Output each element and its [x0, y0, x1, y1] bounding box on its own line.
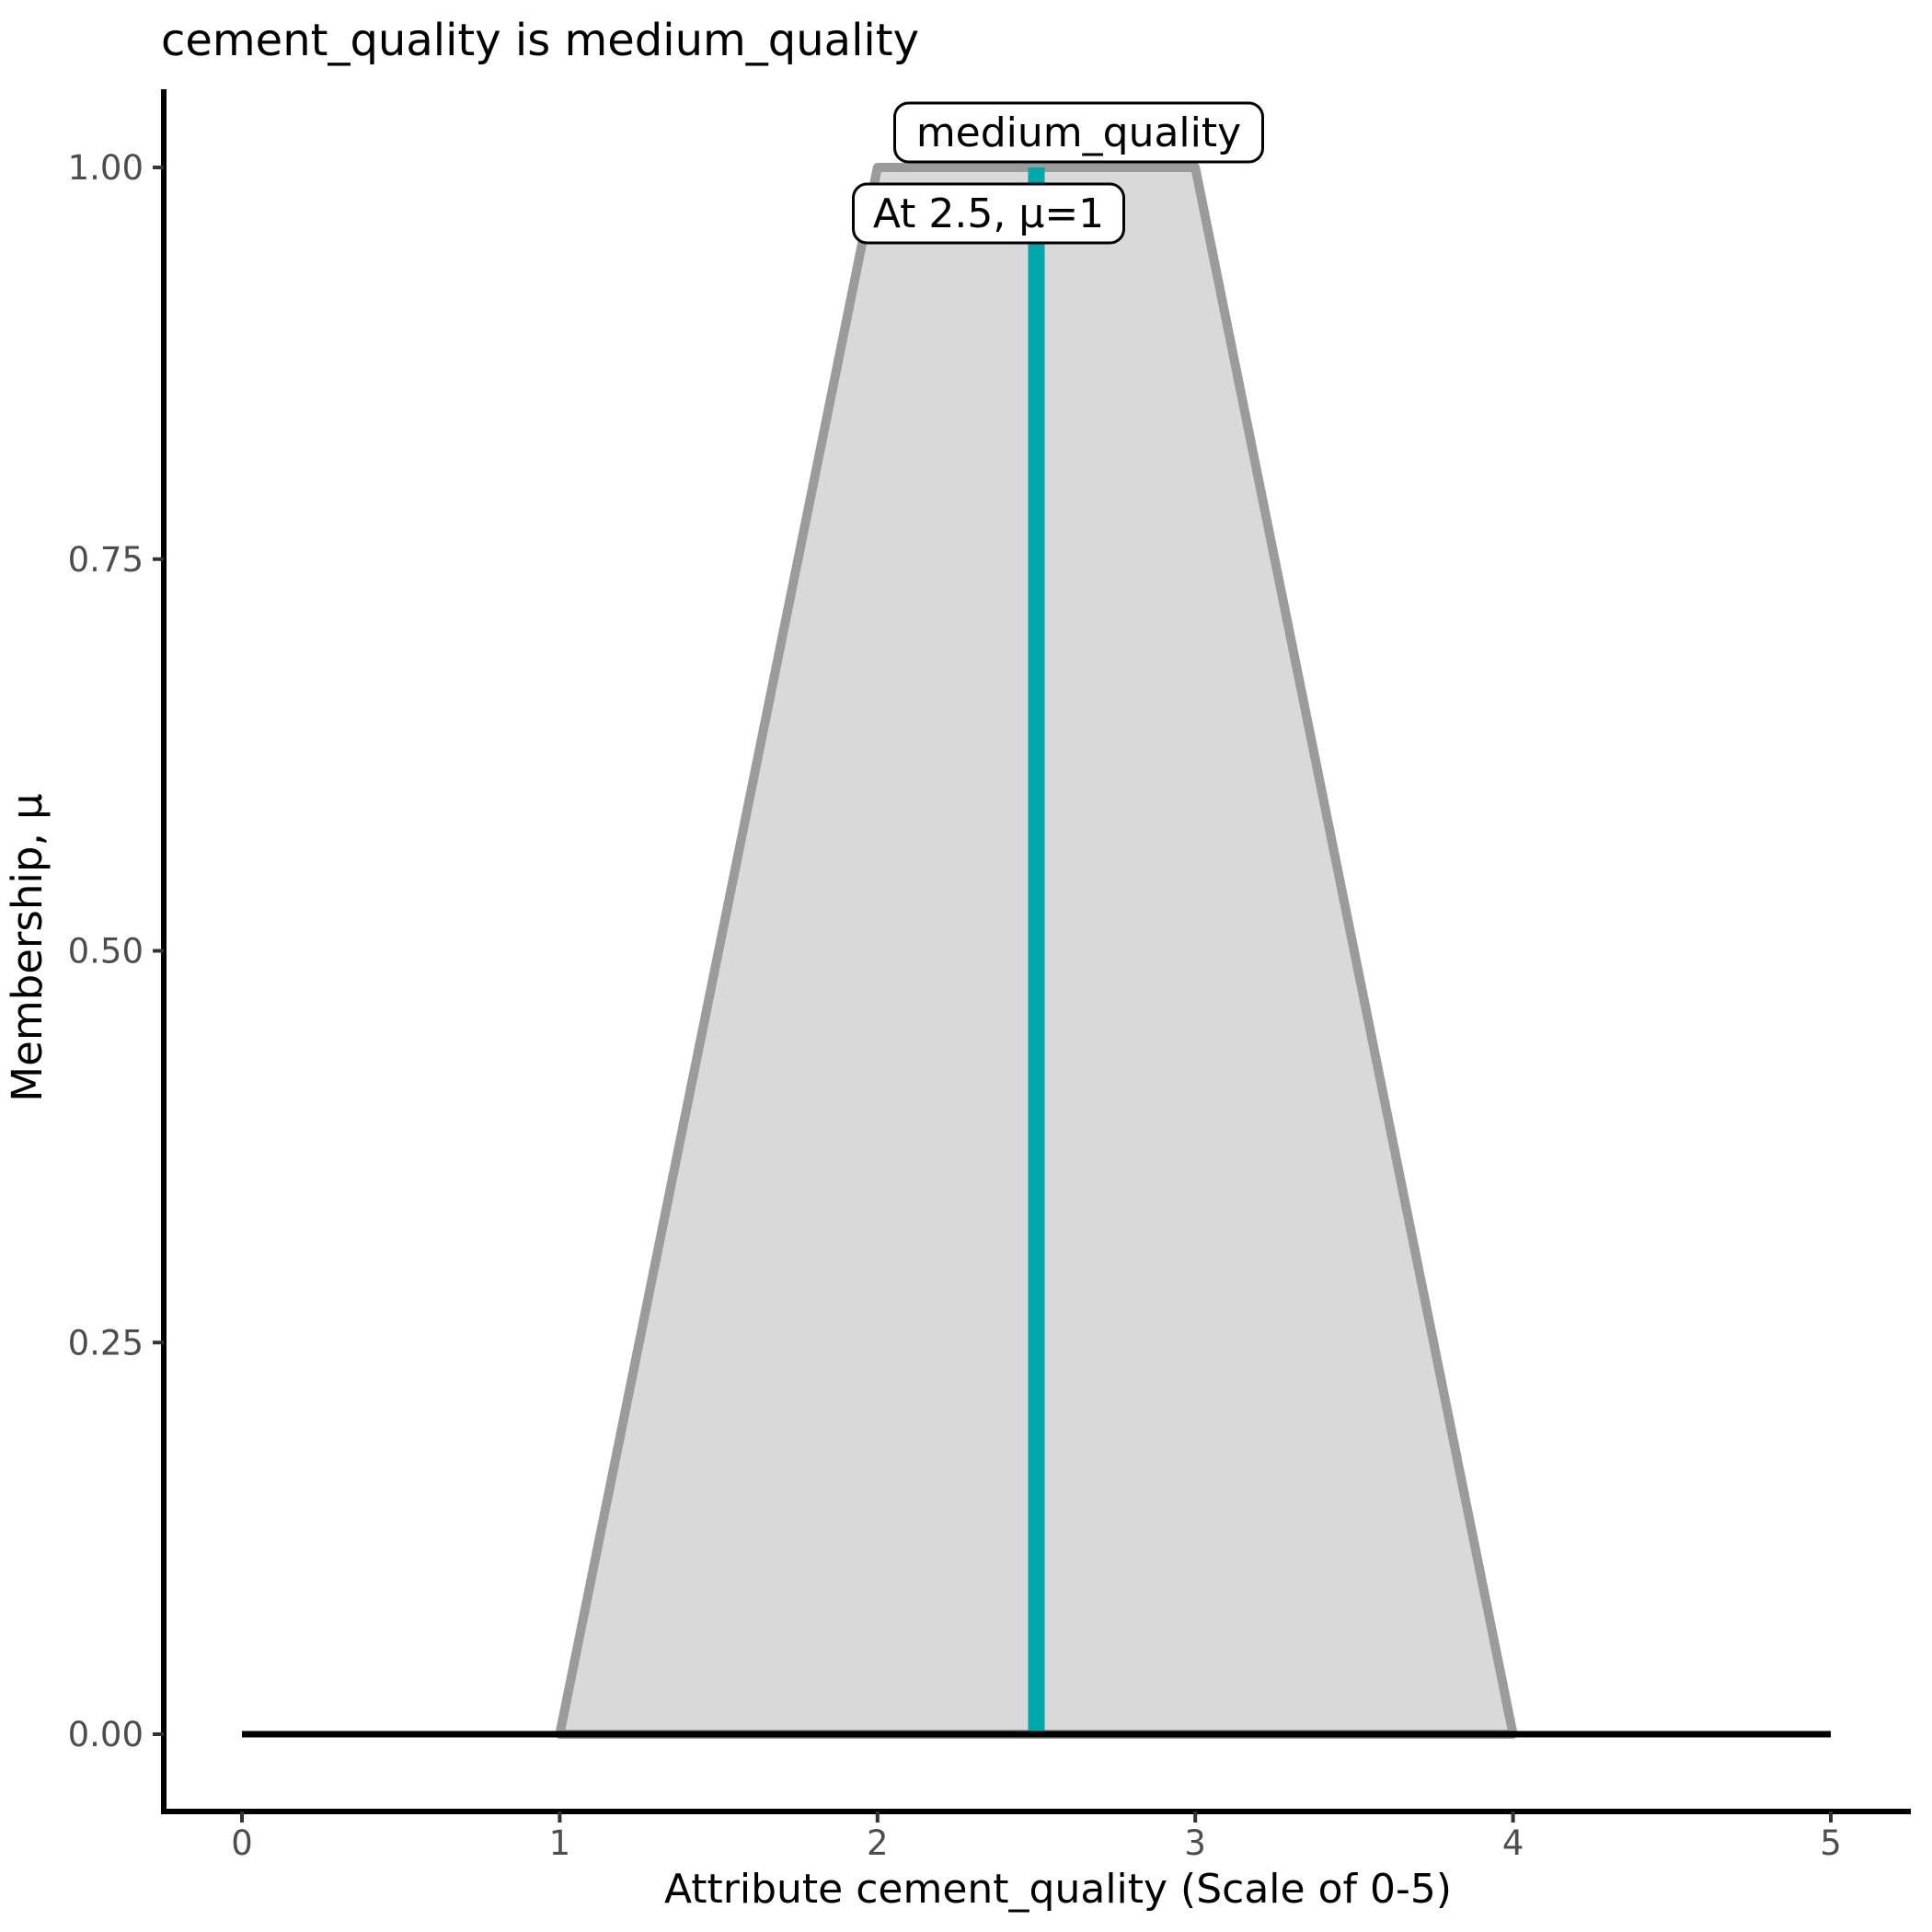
point-label-box — [852, 182, 1125, 245]
x-tick-label: 3 — [1184, 1823, 1206, 1863]
y-tick-label: 0.00 — [68, 1715, 144, 1754]
y-axis-ticks: 0.00 0.25 0.50 0.75 1.00 — [68, 148, 164, 1754]
y-tick-label: 0.50 — [68, 932, 144, 972]
x-tick-label: 1 — [549, 1823, 571, 1863]
x-tick-label: 0 — [231, 1823, 253, 1863]
chart-title: cement_quality is medium_quality — [161, 15, 919, 66]
x-tick-label: 4 — [1502, 1823, 1524, 1863]
y-tick-label: 0.75 — [68, 540, 144, 580]
set-label-text: medium_quality — [916, 109, 1241, 156]
y-axis: 0.00 0.25 0.50 0.75 1.00 Membership, μ — [3, 89, 167, 1814]
set-label-box — [893, 101, 1264, 164]
x-axis-ticks: 0 1 2 3 4 5 — [231, 1811, 1842, 1863]
annotation-set-label: medium_quality — [893, 101, 1264, 164]
x-tick-label: 2 — [867, 1823, 889, 1863]
point-label-text: At 2.5, μ=1 — [873, 190, 1104, 237]
x-tick-label: 5 — [1820, 1823, 1842, 1863]
x-axis: 0 1 2 3 4 5 Attribute cement_quality (Scale o… — [161, 1809, 1911, 1913]
annotation-point-label: At 2.5, μ=1 — [852, 182, 1125, 245]
x-axis-label: Attribute cement_quality (Scale of 0-5) — [664, 1866, 1452, 1913]
y-tick-label: 1.00 — [68, 148, 144, 188]
plot-area — [242, 163, 1831, 1739]
y-tick-label: 0.25 — [68, 1323, 144, 1363]
y-axis-label: Membership, μ — [3, 793, 52, 1101]
